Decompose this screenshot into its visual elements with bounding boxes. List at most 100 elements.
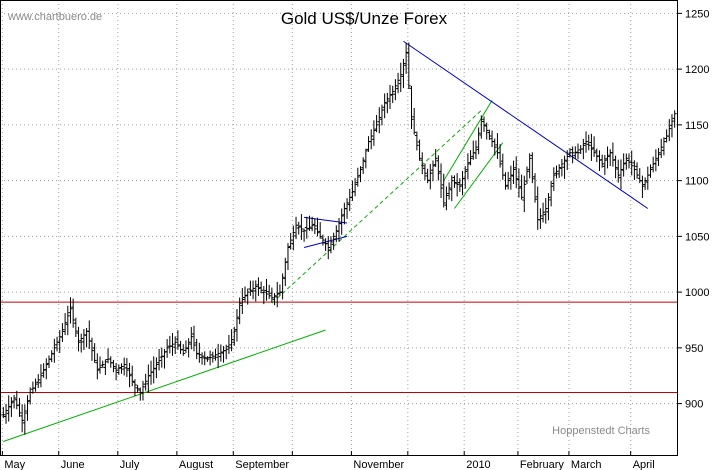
ohlc-bar: [492, 138, 497, 156]
ohlc-bar: [100, 360, 105, 368]
ohlc-bar: [643, 177, 648, 190]
ohlc-bar: [44, 358, 49, 380]
ohlc-bar: [65, 305, 70, 336]
ohlc-bar: [181, 344, 186, 356]
ohlc-bar: [511, 160, 516, 185]
ohlc-bar: [345, 198, 350, 219]
ohlc-bar: [605, 146, 610, 169]
ohlc-bar: [417, 139, 422, 161]
ohlc-bar: [60, 323, 65, 342]
ohlc-bar: [575, 143, 580, 160]
x-tick-label: June: [61, 459, 85, 470]
ohlc-bar: [592, 136, 597, 157]
ohlc-bar: [594, 148, 599, 163]
ohlc-bar: [116, 364, 121, 375]
ohlc-bar: [245, 288, 250, 305]
ohlc-bar: [175, 330, 180, 350]
ohlc-bar: [433, 149, 438, 168]
ohlc-bar: [213, 348, 218, 361]
ohlc-bar: [436, 155, 441, 181]
ohlc-bar: [173, 336, 178, 355]
y-axis-ticks: 900 950 1000 1050 1100 1150 1200 1250: [678, 8, 709, 411]
ohlc-bar: [524, 166, 529, 184]
ohlc-bar: [382, 93, 387, 119]
ohlc-bar: [519, 174, 524, 200]
ohlc-bar: [541, 202, 546, 223]
ohlc-bar: [205, 356, 210, 362]
ohlc-bar: [369, 129, 374, 150]
ohlc-bar: [616, 159, 621, 183]
ohlc-bar: [538, 208, 543, 229]
ohlc-bar: [210, 351, 215, 363]
ohlc-bar: [165, 339, 170, 358]
ohlc-bar: [414, 131, 419, 151]
ohlc-bar: [208, 350, 213, 366]
ohlc-bar: [302, 228, 307, 242]
ohlc-bar: [439, 163, 444, 199]
ohlc-bar: [294, 216, 299, 240]
ohlc-bar: [186, 338, 191, 358]
ohlc-bar: [457, 178, 462, 192]
ohlc-bar: [243, 286, 248, 303]
ohlc-bar: [234, 309, 239, 342]
y-tick-label: 1250: [685, 8, 709, 20]
ohlc-bar: [546, 193, 551, 221]
ohlc-bar: [114, 363, 119, 381]
ohlc-bar: [200, 352, 205, 365]
ohlc-bar: [248, 280, 253, 296]
y-tick-label: 1050: [685, 231, 709, 243]
ohlc-bar: [237, 297, 242, 325]
ohlc-bar: [296, 221, 301, 235]
support-lines: [0, 301, 678, 393]
x-tick-label: July: [120, 459, 140, 470]
ohlc-bar: [430, 160, 435, 182]
ohlc-bar: [191, 325, 196, 352]
ohlc-bar: [422, 163, 427, 181]
ohlc-bar: [334, 225, 339, 243]
trendline: [443, 100, 493, 181]
ohlc-bar: [315, 217, 320, 237]
ohlc-bar: [224, 344, 229, 360]
grid-layer: [0, 0, 678, 456]
ohlc-bar: [449, 175, 454, 202]
ohlc-bar: [522, 175, 527, 213]
ohlc-bar: [127, 362, 132, 388]
ohlc-bar: [506, 171, 511, 190]
ohlc-bar: [63, 313, 68, 336]
ohlc-bar: [498, 144, 503, 168]
x-tick-label: May: [4, 459, 25, 470]
ohlc-bar: [600, 154, 605, 168]
ohlc-bar: [570, 146, 575, 164]
ohlc-bar: [73, 317, 78, 337]
ohlc-bar: [339, 208, 344, 235]
ohlc-bar: [530, 152, 535, 184]
ohlc-bar: [194, 338, 199, 360]
ohlc-bar: [388, 84, 393, 110]
ohlc-bar: [280, 273, 285, 300]
ohlc-bar: [98, 356, 103, 374]
ohlc-bar: [92, 343, 97, 363]
ohlc-bar: [140, 380, 145, 401]
ohlc-bar: [516, 168, 521, 198]
ohlc-bar: [299, 214, 304, 240]
chart-frame: [0, 0, 678, 456]
trendline: [271, 110, 482, 304]
ohlc-bar: [119, 363, 124, 374]
plot-border: [0, 0, 678, 456]
ohlc-bar: [17, 397, 22, 417]
ohlc-bar: [41, 363, 46, 378]
ohlc-bar: [573, 146, 578, 160]
watermark: www.chartbuero.de: [7, 11, 102, 23]
ohlc-bar: [393, 79, 398, 101]
ohlc-bar: [226, 334, 231, 354]
ohlc-bar: [202, 351, 207, 366]
ohlc-bar: [398, 62, 403, 93]
ohlc-bar: [253, 280, 258, 302]
ohlc-bar: [320, 234, 325, 246]
ohlc-bar: [503, 172, 508, 190]
ohlc-bar: [667, 119, 672, 142]
y-tick-label: 1200: [685, 64, 709, 76]
ohlc-bar: [216, 343, 221, 369]
ohlc-bar: [76, 326, 81, 352]
